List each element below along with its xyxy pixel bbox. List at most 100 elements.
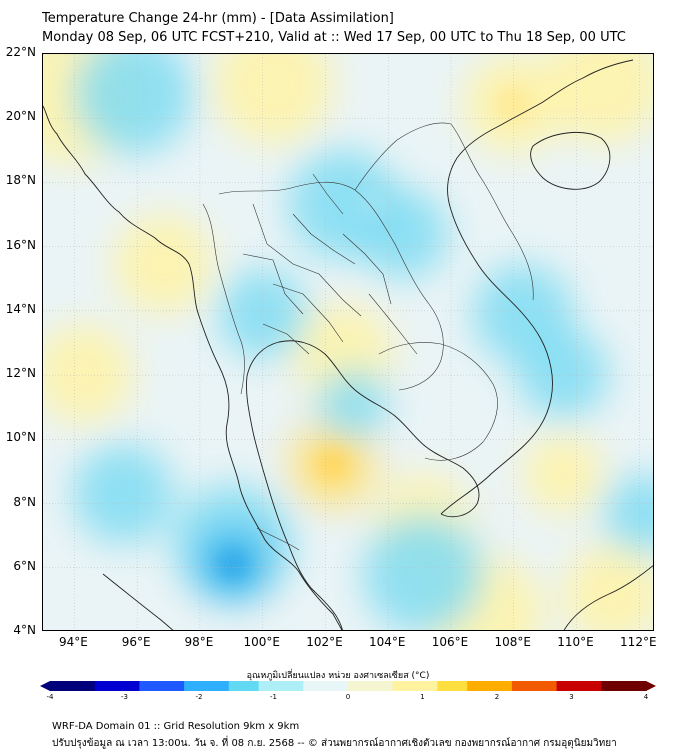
colorbar-tick-label: -2 xyxy=(195,693,203,701)
admin-borders xyxy=(202,122,534,551)
colorbar-tick-label: 2 xyxy=(494,693,500,701)
colorbar-tick-label: 4 xyxy=(643,693,649,701)
field-blob xyxy=(218,269,308,359)
field-blob xyxy=(318,369,388,439)
colorbar-band xyxy=(482,681,498,691)
colorbar-band xyxy=(288,681,304,691)
field-blob xyxy=(563,544,653,630)
colorbar-band xyxy=(377,681,394,691)
colorbar-band xyxy=(94,681,111,691)
colorbar-band xyxy=(184,681,200,691)
border-provinces-1 xyxy=(242,203,392,343)
colorbar-tick-label: -3 xyxy=(121,693,128,701)
lon-label: 104°E xyxy=(368,635,406,649)
colorbar-tick-label: 3 xyxy=(569,693,574,701)
field-core xyxy=(357,188,389,220)
colorbar-band xyxy=(601,681,617,691)
colorbar-band xyxy=(511,681,528,691)
colorbar-band xyxy=(64,681,81,691)
footer-model-info: WRF-DA Domain 01 :: Grid Resolution 9km … xyxy=(52,721,300,732)
colorbar-band xyxy=(616,681,632,691)
colorbar-band xyxy=(348,681,364,691)
lat-label: 8°N xyxy=(13,494,36,509)
colorbar-band xyxy=(333,681,349,691)
lat-label: 4°N xyxy=(13,623,36,637)
border-thailand-malaysia xyxy=(256,527,300,551)
colorbar-band xyxy=(318,681,334,691)
field-core xyxy=(217,548,249,580)
coastline-sumatra xyxy=(102,573,174,630)
lon-label: 108°E xyxy=(494,635,532,649)
coastline-west xyxy=(43,105,343,630)
field-blob xyxy=(363,514,483,630)
coastline-hainan xyxy=(530,132,611,190)
lon-label: 98°E xyxy=(184,635,214,649)
colorbar-band xyxy=(154,681,170,691)
colorbar-band xyxy=(556,681,572,691)
lat-label: 12°N xyxy=(5,366,36,381)
map-panel xyxy=(42,53,654,631)
field-blob xyxy=(43,324,133,424)
map-title: Temperature Change 24-hr (mm) - [Data As… xyxy=(42,11,394,26)
colorbar-band xyxy=(526,681,543,691)
field-blob xyxy=(213,54,333,144)
colorbar-band xyxy=(392,681,409,691)
colorbar-band xyxy=(631,681,647,691)
colorbar-tick-label: 1 xyxy=(420,693,425,701)
colorbar-title: อุณหภูมิเปลี่ยนแปลง หน่วย องศาเซลเซียส (… xyxy=(246,671,430,681)
colorbar-band xyxy=(50,681,66,691)
colorbar-band xyxy=(437,681,453,691)
colorbar-band xyxy=(228,681,245,691)
colorbar-band xyxy=(273,681,289,691)
colorbar-band xyxy=(243,681,260,691)
colorbar-tick-label: -4 xyxy=(46,693,54,701)
colorbar-band xyxy=(422,681,438,691)
colorbar-band xyxy=(541,681,558,691)
field-blob xyxy=(113,214,213,314)
lon-label: 102°E xyxy=(306,635,343,649)
lon-label: 106°E xyxy=(431,635,469,649)
temperature-field xyxy=(43,54,653,630)
colorbar-band xyxy=(169,681,185,691)
lat-label: 14°N xyxy=(5,301,36,316)
border-provinces-2 xyxy=(262,173,418,355)
colorbar-band xyxy=(199,681,215,691)
graticule xyxy=(43,54,653,630)
colorbar-band xyxy=(362,681,379,691)
border-laos-vietnam xyxy=(354,122,534,301)
lat-label: 20°N xyxy=(5,109,36,124)
colorbar-band xyxy=(258,681,274,691)
colorbar-band xyxy=(467,681,483,691)
field-blob xyxy=(518,329,608,419)
lon-label: 112°E xyxy=(620,635,657,649)
lon-label: 94°E xyxy=(58,635,88,649)
colorbar-band xyxy=(124,681,140,691)
border-cambodia xyxy=(378,342,498,461)
footer-credits: ปรับปรุงข้อมูล ณ เวลา 13:00น. วัน จ. ที่… xyxy=(52,738,617,749)
colorbar-band xyxy=(407,681,423,691)
lon-label: 96°E xyxy=(121,635,151,649)
colorbar-band xyxy=(303,681,319,691)
lat-label: 18°N xyxy=(5,173,36,188)
colorbar-band xyxy=(497,681,513,691)
map-subtitle: Monday 08 Sep, 06 UTC FCST+210, Valid at… xyxy=(42,30,626,45)
lat-label: 16°N xyxy=(5,237,36,252)
colorbar-band xyxy=(79,681,96,691)
colorbar-tick-label: 0 xyxy=(345,693,351,701)
colorbar-band xyxy=(571,681,587,691)
field-core xyxy=(495,86,531,122)
colorbar-band xyxy=(452,681,468,691)
colorbar-band xyxy=(213,681,230,691)
coastlines xyxy=(43,59,653,630)
colorbar-band xyxy=(586,681,602,691)
field-blob xyxy=(543,54,653,144)
colorbar-min-arrow xyxy=(40,681,50,691)
colorbar-band xyxy=(109,681,125,691)
colorbar xyxy=(40,681,656,691)
colorbar-max-arrow xyxy=(646,681,656,691)
lat-label: 22°N xyxy=(5,45,36,59)
lon-label: 100°E xyxy=(243,635,280,649)
field-core xyxy=(315,446,351,482)
colorbar-band xyxy=(139,681,155,691)
lat-label: 6°N xyxy=(13,558,36,573)
